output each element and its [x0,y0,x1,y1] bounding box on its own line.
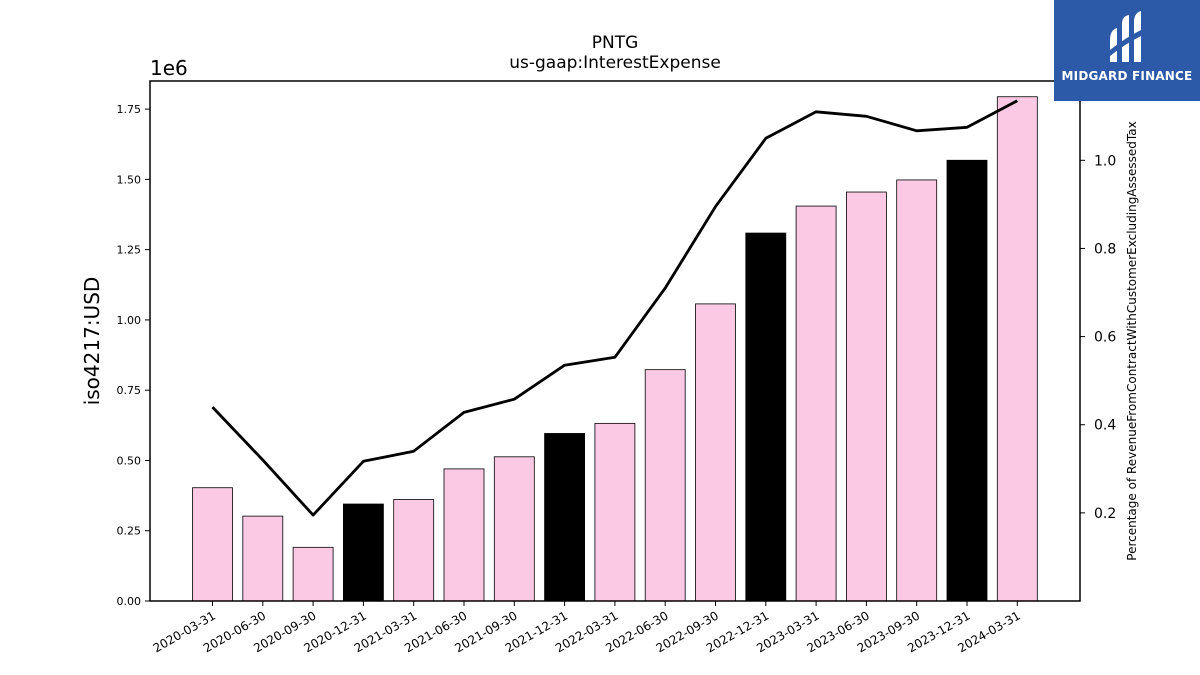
bar-2021-09-30 [493,456,535,602]
line-layer [211,99,1018,517]
bar-2023-09-30 [896,179,938,602]
y-right-tick-label: 1.0 [1094,153,1116,169]
bar-2022-09-30 [695,303,736,602]
y-axis-label-right: Percentage of RevenueFromContractWithCus… [1125,121,1139,560]
bar-2023-12-31 [946,159,988,602]
bar-2021-03-31 [393,499,435,602]
logo-text: MIDGARD FINANCE [1061,69,1193,83]
bar-2020-06-30 [242,515,284,602]
y-tick-label: 0.00 [117,595,142,608]
y-tick-label: 0.75 [117,384,142,397]
chart-title: PNTG [592,33,639,53]
logo-mark-icon [1110,11,1141,62]
bar-2022-06-30 [644,369,686,602]
y-right-tick-label: 0.2 [1094,506,1116,522]
bar-2020-12-31 [342,503,384,602]
y-tick-label: 1.50 [117,173,142,186]
y-tick-label: 0.25 [117,525,142,538]
y-tick-label: 1.25 [117,244,142,257]
chart-subtitle: us-gaap:InterestExpense [509,53,721,73]
ratio-line [211,99,1018,517]
y-right-tick-label: 0.8 [1094,241,1116,257]
bar-2020-09-30 [292,546,334,602]
left-axis: 0.00 0.25 0.50 0.75 1.00 1.25 1.50 1.75 [117,103,150,608]
y-tick-label: 0.50 [117,454,142,467]
y-axis-label: iso4217:USD [80,277,104,406]
midgard-finance-logo: MIDGARD FINANCE [1054,0,1200,101]
right-axis: 0.2 0.4 0.6 0.8 1.0 [1080,153,1116,522]
bar-2024-03-31 [996,96,1038,602]
bar-2020-03-31 [192,487,233,602]
bar-2021-12-31 [544,433,585,602]
y-tick-label: 1.75 [117,103,142,116]
y-offset-text: 1e6 [150,56,188,80]
bar-2023-06-30 [846,191,887,602]
bar-2022-03-31 [594,422,636,602]
y-right-tick-label: 0.6 [1094,330,1116,346]
x-axis: 2020-03-312020-06-302020-09-302020-12-31… [151,601,1023,655]
bar-2023-03-31 [795,205,837,602]
bar-2021-06-30 [443,468,485,602]
y-tick-label: 1.00 [117,314,142,327]
bar-2022-12-31 [745,232,787,602]
y-right-tick-label: 0.4 [1094,418,1116,434]
bars-layer [192,96,1038,602]
